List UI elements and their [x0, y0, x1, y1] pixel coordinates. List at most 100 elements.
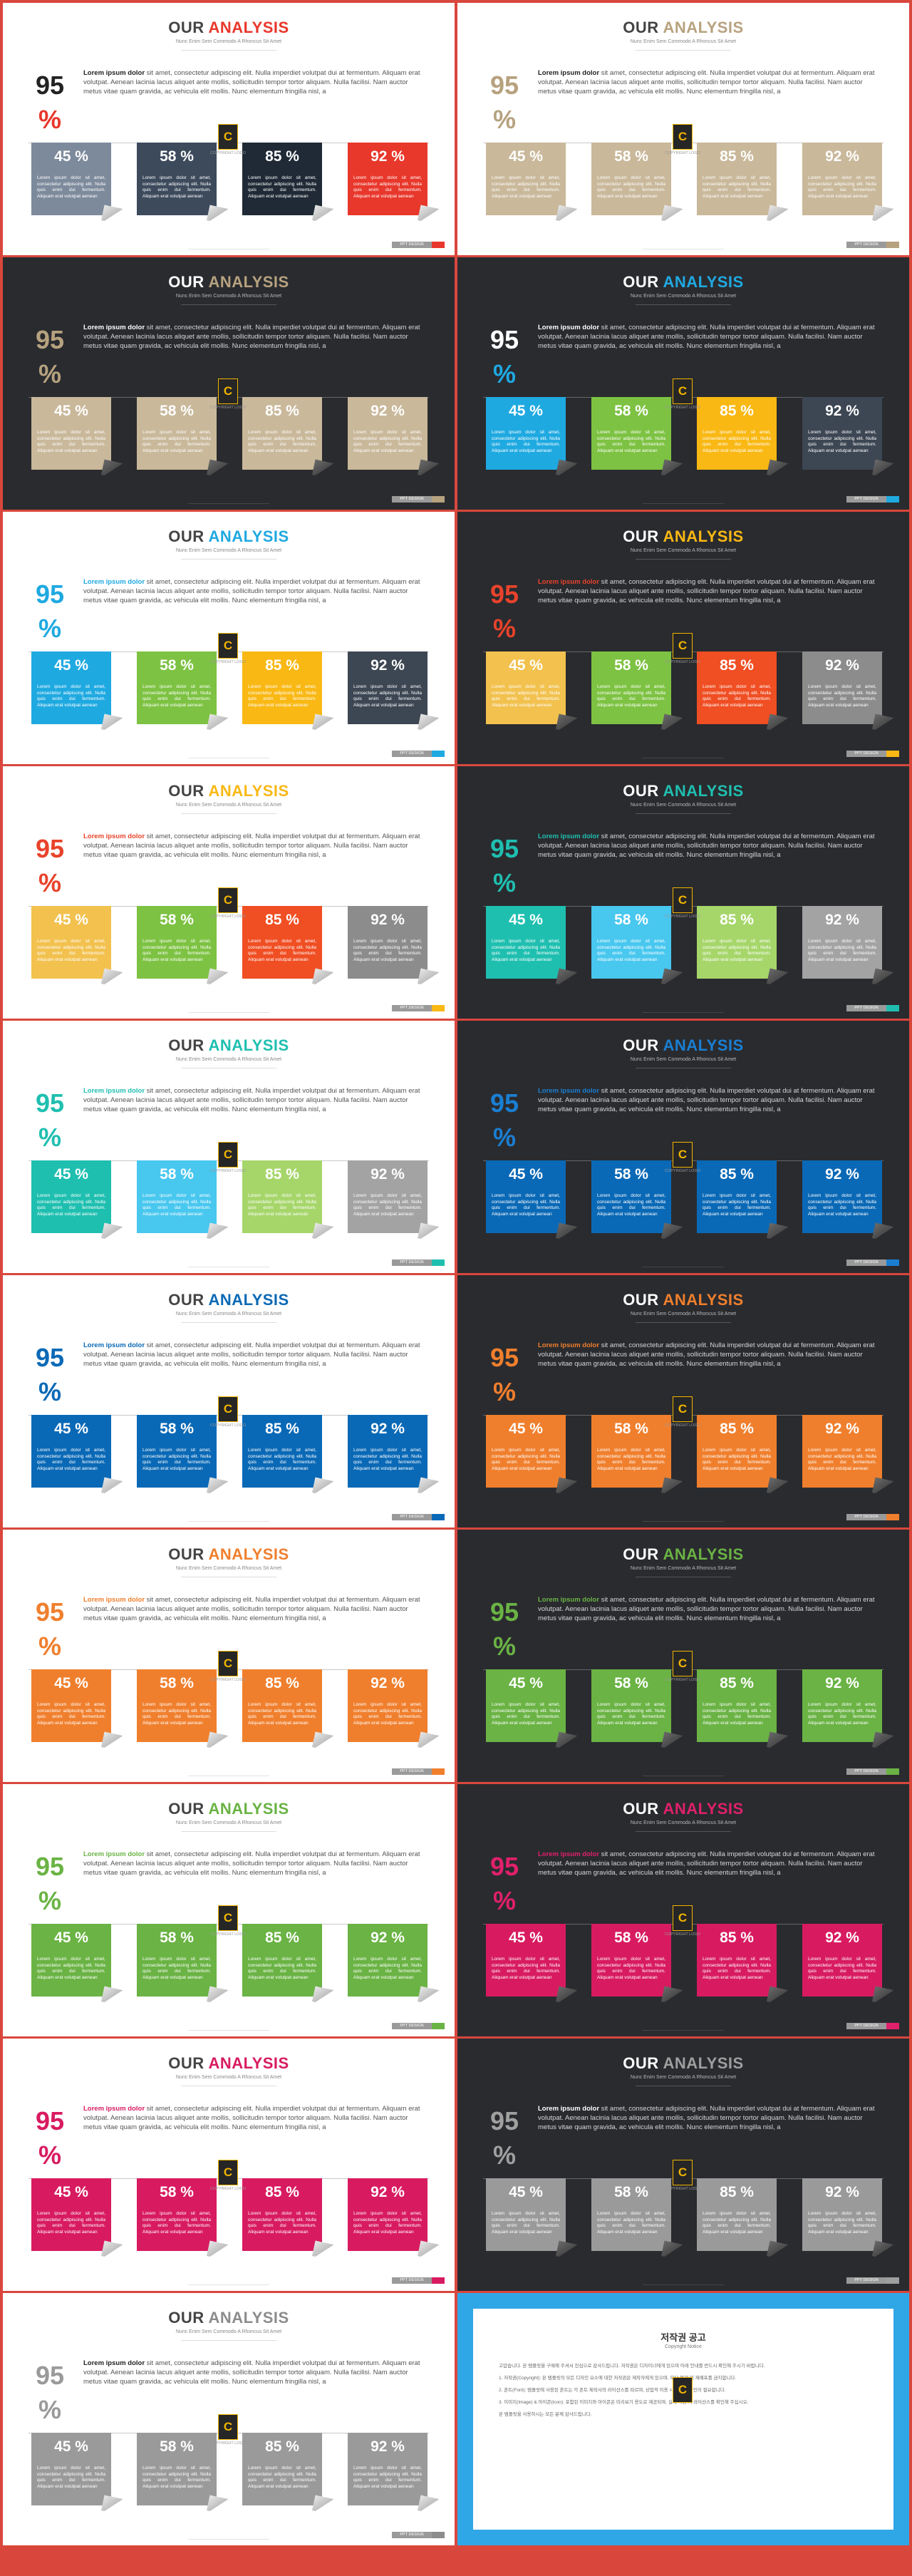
- percentage-box-1[interactable]: 45 % Lorem ipsum dolor sit amet, consecte…: [486, 397, 578, 479]
- percentage-box-3[interactable]: 85 % Lorem ipsum dolor sit amet, consecte…: [697, 397, 789, 479]
- percentage-box-2[interactable]: 58 % Lorem ipsum dolor sit amet, consecte…: [591, 651, 683, 733]
- percentage-box-3[interactable]: 85 % Lorem ipsum dolor sit amet, consecte…: [242, 1160, 334, 1242]
- percentage-box-4[interactable]: 92 % Lorem ipsum dolor sit amet, consecte…: [802, 397, 894, 479]
- percentage-box-2[interactable]: 58 % Lorem ipsum dolor sit amet, consecte…: [137, 397, 229, 479]
- percentage-box-3[interactable]: 85 % Lorem ipsum dolor sit amet, consecte…: [697, 1415, 789, 1497]
- percentage-box-1[interactable]: 45 % Lorem ipsum dolor sit amet, consecte…: [31, 1160, 123, 1242]
- slide-2[interactable]: OUR ANALYSIS Nunc Enim Sem Commodo A Rhon…: [457, 3, 909, 255]
- percentage-box-1[interactable]: 45 % Lorem ipsum dolor sit amet, consecte…: [31, 2433, 123, 2515]
- percentage-box-3[interactable]: 85 % Lorem ipsum dolor sit amet, consecte…: [697, 1669, 789, 1751]
- percentage-box-4[interactable]: 92 % Lorem ipsum dolor sit amet, consecte…: [802, 143, 894, 225]
- slide-5[interactable]: OUR ANALYSIS Nunc Enim Sem Commodo A Rhon…: [3, 512, 455, 764]
- percentage-box-1[interactable]: 45 % Lorem ipsum dolor sit amet, consecte…: [486, 1415, 578, 1497]
- slide-15[interactable]: OUR ANALYSIS Nunc Enim Sem Commodo A Rhon…: [3, 1784, 455, 2036]
- percentage-box-3[interactable]: 85 % Lorem ipsum dolor sit amet, consecte…: [242, 1415, 334, 1497]
- percentage-box-4[interactable]: 92 % Lorem ipsum dolor sit amet, consecte…: [348, 1415, 440, 1497]
- percentage-box-2[interactable]: 58 % Lorem ipsum dolor sit amet, consecte…: [137, 651, 229, 733]
- percentage-box-1[interactable]: 45 % Lorem ipsum dolor sit amet, consecte…: [31, 1669, 123, 1751]
- percentage-box-3[interactable]: 85 % Lorem ipsum dolor sit amet, consecte…: [697, 651, 789, 733]
- percentage-box-1[interactable]: 45 % Lorem ipsum dolor sit amet, consecte…: [31, 2178, 123, 2260]
- slide-8[interactable]: OUR ANALYSIS Nunc Enim Sem Commodo A Rhon…: [457, 766, 909, 1019]
- percentage-box-4[interactable]: 92 % Lorem ipsum dolor sit amet, consecte…: [348, 1669, 440, 1751]
- percentage-box-2[interactable]: 58 % Lorem ipsum dolor sit amet, consecte…: [591, 397, 683, 479]
- percentage-box-4[interactable]: 92 % Lorem ipsum dolor sit amet, consecte…: [802, 1415, 894, 1497]
- percentage-box-2[interactable]: 58 % Lorem ipsum dolor sit amet, consecte…: [137, 143, 229, 225]
- slide-7[interactable]: OUR ANALYSIS Nunc Enim Sem Commodo A Rhon…: [3, 766, 455, 1019]
- percentage-box-1[interactable]: 45 % Lorem ipsum dolor sit amet, consecte…: [31, 906, 123, 988]
- slide-19[interactable]: OUR ANALYSIS Nunc Enim Sem Commodo A Rhon…: [3, 2293, 455, 2545]
- slide-4[interactable]: OUR ANALYSIS Nunc Enim Sem Commodo A Rhon…: [457, 257, 909, 510]
- big-percentage: 95%: [28, 577, 71, 646]
- copyright-notice-slide[interactable]: 저작권 공고 Copyright Notice 고맙습니다. 본 템플릿을 구매해 …: [457, 2293, 909, 2545]
- percentage-box-2[interactable]: 58 % Lorem ipsum dolor sit amet, consecte…: [137, 2433, 229, 2515]
- percentage-box-1[interactable]: 45 % Lorem ipsum dolor sit amet, consecte…: [31, 1924, 123, 2006]
- percentage-box-3[interactable]: 85 % Lorem ipsum dolor sit amet, consecte…: [242, 906, 334, 988]
- percentage-box-1[interactable]: 45 % Lorem ipsum dolor sit amet, consecte…: [486, 906, 578, 988]
- percentage-box-4[interactable]: 92 % Lorem ipsum dolor sit amet, consecte…: [348, 2433, 440, 2515]
- percentage-box-4[interactable]: 92 % Lorem ipsum dolor sit amet, consecte…: [348, 906, 440, 988]
- percentage-box-3[interactable]: 85 % Lorem ipsum dolor sit amet, consecte…: [697, 906, 789, 988]
- percentage-box-2[interactable]: 58 % Lorem ipsum dolor sit amet, consecte…: [137, 906, 229, 988]
- slide-6[interactable]: OUR ANALYSIS Nunc Enim Sem Commodo A Rhon…: [457, 512, 909, 764]
- percentage-box-2[interactable]: 58 % Lorem ipsum dolor sit amet, consecte…: [591, 1669, 683, 1751]
- slide-9[interactable]: OUR ANALYSIS Nunc Enim Sem Commodo A Rhon…: [3, 1021, 455, 1273]
- slide-16[interactable]: OUR ANALYSIS Nunc Enim Sem Commodo A Rhon…: [457, 1784, 909, 2036]
- percentage-box-1[interactable]: 45 % Lorem ipsum dolor sit amet, consecte…: [31, 397, 123, 479]
- percentage-box-4[interactable]: 92 % Lorem ipsum dolor sit amet, consecte…: [802, 906, 894, 988]
- percentage-box-2[interactable]: 58 % Lorem ipsum dolor sit amet, consecte…: [137, 2178, 229, 2260]
- percentage-box-1[interactable]: 45 % Lorem ipsum dolor sit amet, consecte…: [486, 143, 578, 225]
- percentage-box-2[interactable]: 58 % Lorem ipsum dolor sit amet, consecte…: [591, 1924, 683, 2006]
- percentage-box-4[interactable]: 92 % Lorem ipsum dolor sit amet, consecte…: [802, 651, 894, 733]
- percentage-box-3[interactable]: 85 % Lorem ipsum dolor sit amet, consecte…: [242, 2178, 334, 2260]
- slide-1[interactable]: OUR ANALYSIS Nunc Enim Sem Commodo A Rhon…: [3, 3, 455, 255]
- percentage-box-3[interactable]: 85 % Lorem ipsum dolor sit amet, consecte…: [242, 2433, 334, 2515]
- percentage-box-1[interactable]: 45 % Lorem ipsum dolor sit amet, consecte…: [31, 143, 123, 225]
- percentage-box-2[interactable]: 58 % Lorem ipsum dolor sit amet, consecte…: [591, 1415, 683, 1497]
- percentage-box-1[interactable]: 45 % Lorem ipsum dolor sit amet, consecte…: [486, 1924, 578, 2006]
- percentage-box-3[interactable]: 85 % Lorem ipsum dolor sit amet, consecte…: [242, 397, 334, 479]
- percentage-box-2[interactable]: 58 % Lorem ipsum dolor sit amet, consecte…: [591, 1160, 683, 1242]
- percentage-box-2[interactable]: 58 % Lorem ipsum dolor sit amet, consecte…: [591, 2178, 683, 2260]
- percentage-box-3[interactable]: 85 % Lorem ipsum dolor sit amet, consecte…: [697, 1160, 789, 1242]
- percentage-box-3[interactable]: 85 % Lorem ipsum dolor sit amet, consecte…: [242, 143, 334, 225]
- percentage-box-4[interactable]: 92 % Lorem ipsum dolor sit amet, consecte…: [348, 2178, 440, 2260]
- title-word-our: OUR: [623, 19, 659, 36]
- box-percentage: 92 %: [370, 1675, 405, 1691]
- percentage-box-3[interactable]: 85 % Lorem ipsum dolor sit amet, consecte…: [697, 1924, 789, 2006]
- slide-11[interactable]: OUR ANALYSIS Nunc Enim Sem Commodo A Rhon…: [3, 1275, 455, 1527]
- percentage-box-3[interactable]: 85 % Lorem ipsum dolor sit amet, consecte…: [697, 2178, 789, 2260]
- percentage-box-2[interactable]: 58 % Lorem ipsum dolor sit amet, consecte…: [137, 1924, 229, 2006]
- slide-14[interactable]: OUR ANALYSIS Nunc Enim Sem Commodo A Rhon…: [457, 1530, 909, 1782]
- slide-17[interactable]: OUR ANALYSIS Nunc Enim Sem Commodo A Rhon…: [3, 2039, 455, 2291]
- percentage-box-3[interactable]: 85 % Lorem ipsum dolor sit amet, consecte…: [242, 1924, 334, 2006]
- percentage-box-3[interactable]: 85 % Lorem ipsum dolor sit amet, consecte…: [697, 143, 789, 225]
- percentage-box-4[interactable]: 92 % Lorem ipsum dolor sit amet, consecte…: [802, 1924, 894, 2006]
- percentage-box-2[interactable]: 58 % Lorem ipsum dolor sit amet, consecte…: [137, 1415, 229, 1497]
- percentage-box-4[interactable]: 92 % Lorem ipsum dolor sit amet, consecte…: [348, 143, 440, 225]
- percentage-box-2[interactable]: 58 % Lorem ipsum dolor sit amet, consecte…: [137, 1160, 229, 1242]
- percentage-box-4[interactable]: 92 % Lorem ipsum dolor sit amet, consecte…: [348, 1924, 440, 2006]
- percentage-box-4[interactable]: 92 % Lorem ipsum dolor sit amet, consecte…: [348, 397, 440, 479]
- percentage-box-1[interactable]: 45 % Lorem ipsum dolor sit amet, consecte…: [486, 1669, 578, 1751]
- percentage-box-3[interactable]: 85 % Lorem ipsum dolor sit amet, consecte…: [242, 651, 334, 733]
- percentage-box-3[interactable]: 85 % Lorem ipsum dolor sit amet, consecte…: [242, 1669, 334, 1751]
- slide-10[interactable]: OUR ANALYSIS Nunc Enim Sem Commodo A Rhon…: [457, 1021, 909, 1273]
- percentage-box-4[interactable]: 92 % Lorem ipsum dolor sit amet, consecte…: [802, 2178, 894, 2260]
- slide-18[interactable]: OUR ANALYSIS Nunc Enim Sem Commodo A Rhon…: [457, 2039, 909, 2291]
- percentage-box-2[interactable]: 58 % Lorem ipsum dolor sit amet, consecte…: [591, 906, 683, 988]
- slide-13[interactable]: OUR ANALYSIS Nunc Enim Sem Commodo A Rhon…: [3, 1530, 455, 1782]
- percentage-box-2[interactable]: 58 % Lorem ipsum dolor sit amet, consecte…: [591, 143, 683, 225]
- percentage-box-1[interactable]: 45 % Lorem ipsum dolor sit amet, consecte…: [31, 1415, 123, 1497]
- percentage-box-1[interactable]: 45 % Lorem ipsum dolor sit amet, consecte…: [31, 651, 123, 733]
- percentage-box-4[interactable]: 92 % Lorem ipsum dolor sit amet, consecte…: [348, 1160, 440, 1242]
- slide-3[interactable]: OUR ANALYSIS Nunc Enim Sem Commodo A Rhon…: [3, 257, 455, 510]
- percentage-box-1[interactable]: 45 % Lorem ipsum dolor sit amet, consecte…: [486, 2178, 578, 2260]
- slide-12[interactable]: OUR ANALYSIS Nunc Enim Sem Commodo A Rhon…: [457, 1275, 909, 1527]
- percentage-box-4[interactable]: 92 % Lorem ipsum dolor sit amet, consecte…: [802, 1669, 894, 1751]
- percentage-box-4[interactable]: 92 % Lorem ipsum dolor sit amet, consecte…: [348, 651, 440, 733]
- percentage-box-1[interactable]: 45 % Lorem ipsum dolor sit amet, consecte…: [486, 651, 578, 733]
- percentage-box-4[interactable]: 92 % Lorem ipsum dolor sit amet, consecte…: [802, 1160, 894, 1242]
- percentage-box-1[interactable]: 45 % Lorem ipsum dolor sit amet, consecte…: [486, 1160, 578, 1242]
- percentage-box-2[interactable]: 58 % Lorem ipsum dolor sit amet, consecte…: [137, 1669, 229, 1751]
- box-percentage: 45 %: [54, 1675, 88, 1691]
